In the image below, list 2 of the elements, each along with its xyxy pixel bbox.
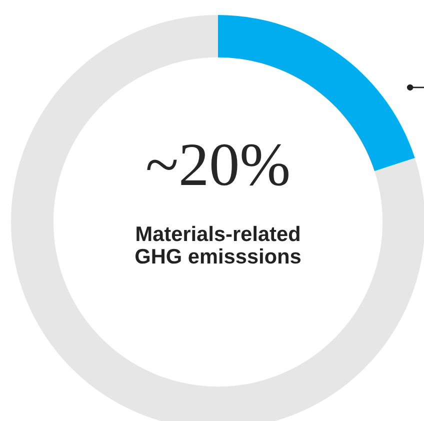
text: Materials-related GHG emisssions — [135, 226, 301, 264]
text: ~20% — [147, 144, 288, 186]
